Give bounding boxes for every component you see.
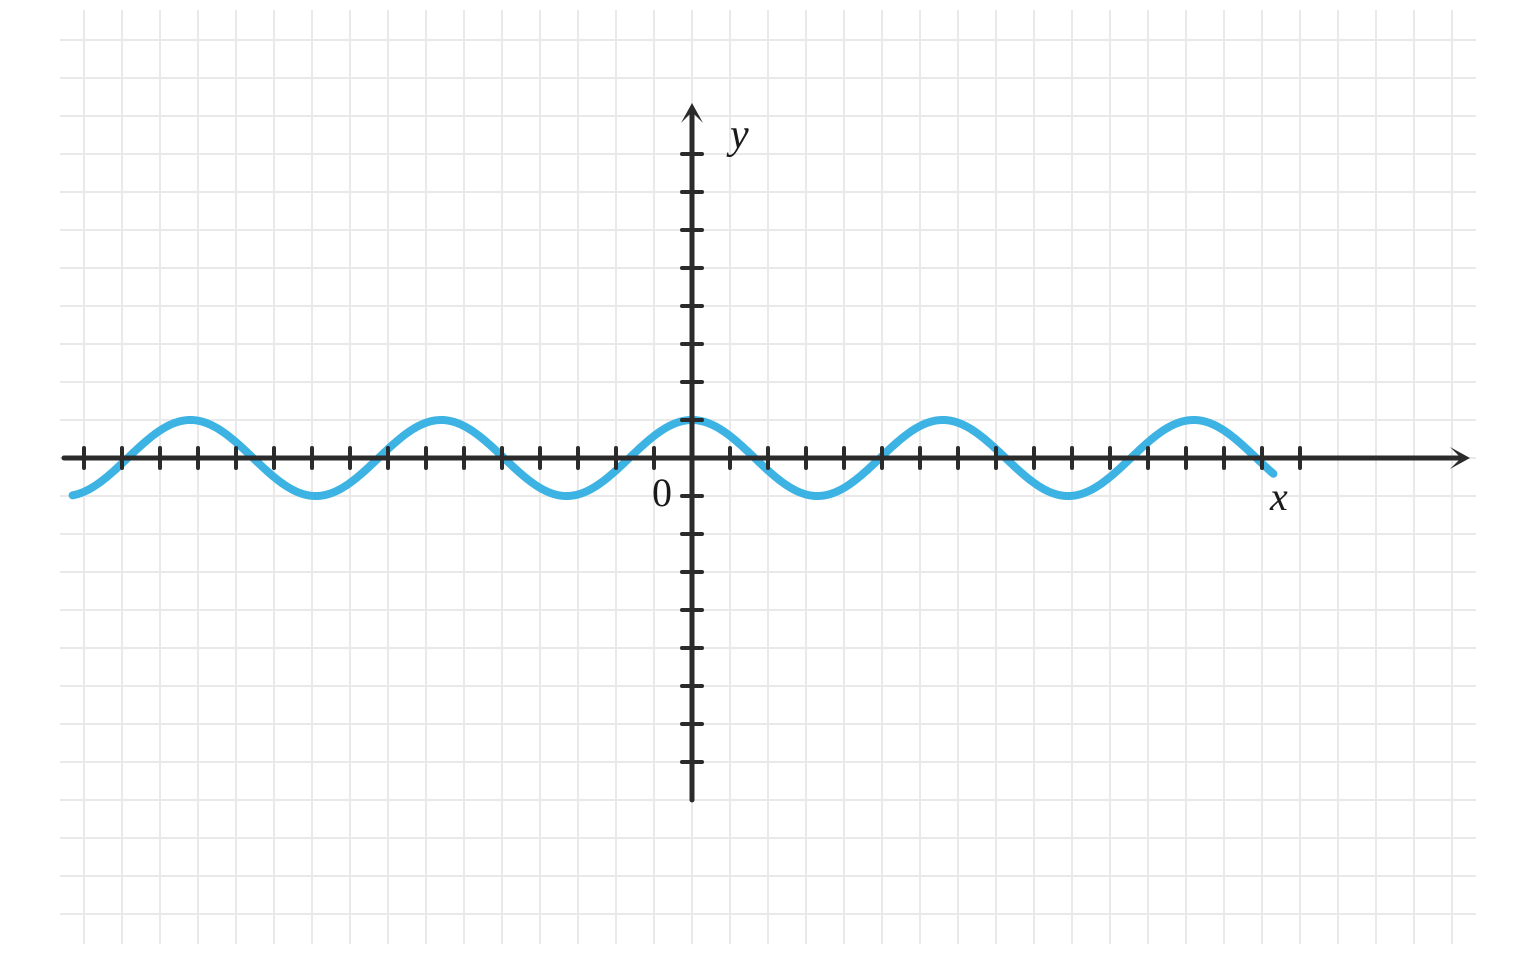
- y-axis-label: y: [726, 112, 749, 158]
- x-axis-label: x: [1269, 474, 1288, 519]
- cosine-chart: 0 y x: [0, 0, 1536, 954]
- origin-label: 0: [652, 470, 672, 515]
- chart-container: 0 y x: [0, 0, 1536, 954]
